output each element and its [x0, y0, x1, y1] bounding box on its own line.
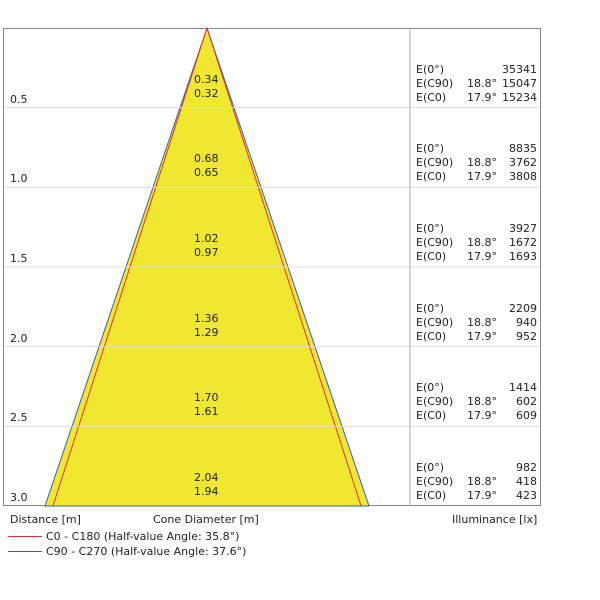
angle-c90: 18.8°: [467, 395, 497, 409]
cone-diameter-c90: 2.04: [194, 471, 219, 484]
angle-c0: 17.9°: [467, 90, 497, 104]
ec0-label: E(C0): [416, 409, 447, 423]
angle-c0: 17.9°: [467, 170, 497, 184]
illuminance-label: Illuminance [lx]: [452, 513, 538, 526]
cone-diameter-c0: 1.29: [194, 325, 219, 339]
cone-diameter-c0: 0.97: [194, 246, 219, 259]
e0-value: 982: [516, 461, 537, 474]
ec0-label: E(C0): [416, 489, 447, 502]
e0-value: 35341: [502, 62, 537, 76]
cone-diameter-c0: 0.65: [194, 166, 219, 180]
ec90-value: 15047: [502, 76, 537, 90]
legend-label-c0: C0 - C180 (Half-value Angle: 35.8°): [46, 530, 240, 543]
ec90-label: E(C90): [416, 76, 454, 90]
cone-diameter-c0: 1.61: [194, 405, 219, 419]
angle-c0: 17.9°: [467, 329, 497, 343]
cone-diameter-c90: 0.34: [194, 72, 219, 86]
ec90-value: 3762: [509, 156, 537, 170]
angle-c90: 18.8°: [467, 236, 497, 249]
e0-value: 1414: [509, 381, 537, 395]
angle-c0: 17.9°: [467, 409, 497, 423]
cone-diameter-c0: 0.32: [194, 86, 219, 100]
e0-value: 2209: [509, 301, 537, 315]
ec0-value: 1693: [509, 250, 537, 263]
ec90-value: 418: [516, 475, 537, 488]
cone-diameter-c0: 1.94: [194, 485, 219, 498]
e0-label: E(0°): [416, 142, 445, 156]
distance-label: 1.0: [10, 172, 28, 186]
e0-label: E(0°): [416, 381, 445, 395]
ec90-label: E(C90): [416, 475, 454, 488]
cone-diameter-c90: 1.36: [194, 311, 219, 325]
legend-line-c0: [8, 536, 42, 537]
e0-label: E(0°): [416, 222, 445, 235]
ec90-label: E(C90): [416, 156, 454, 170]
angle-c90: 18.8°: [467, 156, 497, 170]
ec90-value: 940: [516, 315, 537, 329]
legend-label-c90: C90 - C270 (Half-value Angle: 37.6°): [46, 545, 247, 558]
angle-c0: 17.9°: [467, 489, 497, 502]
cone-diameter-label: Cone Diameter [m]: [153, 513, 259, 526]
ec0-value: 609: [516, 409, 537, 423]
ec0-label: E(C0): [416, 90, 447, 104]
ec0-value: 3808: [509, 170, 537, 184]
x-axis-label: Distance [m]: [10, 513, 81, 526]
distance-label: 1.5: [10, 252, 28, 265]
e0-value: 8835: [509, 142, 537, 156]
e0-label: E(0°): [416, 461, 445, 474]
cone-diameter-c90: 1.02: [194, 232, 219, 245]
cone-diameter-c90: 1.70: [194, 391, 219, 405]
angle-c90: 18.8°: [467, 315, 497, 329]
ec0-value: 423: [516, 489, 537, 502]
ec0-value: 952: [516, 329, 537, 343]
e0-label: E(0°): [416, 301, 445, 315]
angle-c90: 18.8°: [467, 475, 497, 488]
ec90-label: E(C90): [416, 315, 454, 329]
e0-label: E(0°): [416, 62, 445, 76]
ec0-label: E(C0): [416, 170, 447, 184]
ec90-value: 602: [516, 395, 537, 409]
legend-line-c90: [8, 551, 42, 552]
distance-label: 0.5: [10, 92, 28, 106]
distance-label: 2.0: [10, 331, 28, 345]
ec0-label: E(C0): [416, 250, 447, 263]
ec90-label: E(C90): [416, 395, 454, 409]
e0-value: 3927: [509, 222, 537, 235]
distance-label: 2.5: [10, 411, 28, 425]
distance-label: 3.0: [10, 491, 28, 504]
angle-c90: 18.8°: [467, 76, 497, 90]
ec90-value: 1672: [509, 236, 537, 249]
angle-c0: 17.9°: [467, 250, 497, 263]
ec90-label: E(C90): [416, 236, 454, 249]
ec0-value: 15234: [502, 90, 537, 104]
cone-diameter-c90: 0.68: [194, 152, 219, 166]
ec0-label: E(C0): [416, 329, 447, 343]
